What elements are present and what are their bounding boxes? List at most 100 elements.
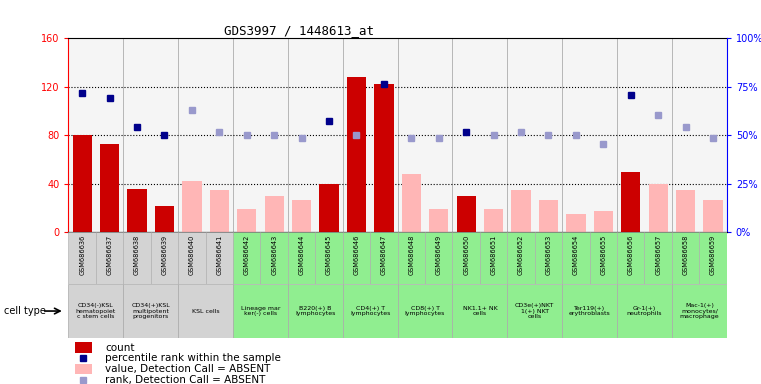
Bar <box>672 232 699 284</box>
Text: GSM686646: GSM686646 <box>353 235 359 275</box>
Text: GSM686648: GSM686648 <box>409 235 414 275</box>
Bar <box>237 209 256 232</box>
Bar <box>621 172 640 232</box>
Bar <box>127 189 147 232</box>
Bar <box>96 232 123 284</box>
Bar <box>100 144 119 232</box>
Bar <box>539 200 558 232</box>
Bar <box>233 284 288 338</box>
Bar <box>484 209 503 232</box>
Text: GSM686652: GSM686652 <box>518 235 524 275</box>
Bar <box>648 184 668 232</box>
Text: cell type: cell type <box>4 306 46 316</box>
Text: GSM686641: GSM686641 <box>216 235 222 275</box>
Bar <box>562 232 590 284</box>
Text: B220(+) B
lymphocytes: B220(+) B lymphocytes <box>295 306 336 316</box>
Bar <box>511 190 530 232</box>
Bar <box>480 232 508 284</box>
Bar <box>205 232 233 284</box>
Bar <box>453 232 480 284</box>
Bar <box>402 174 421 232</box>
Bar <box>265 196 284 232</box>
Text: GSM686639: GSM686639 <box>161 235 167 275</box>
Bar <box>155 206 174 232</box>
Text: GSM686647: GSM686647 <box>381 235 387 275</box>
Bar <box>594 210 613 232</box>
Text: GSM686642: GSM686642 <box>244 235 250 275</box>
Bar <box>68 284 123 338</box>
Text: KSL cells: KSL cells <box>192 308 219 314</box>
Text: GSM686644: GSM686644 <box>298 235 304 275</box>
Bar <box>123 232 151 284</box>
Bar <box>315 232 342 284</box>
Text: GSM686659: GSM686659 <box>710 235 716 275</box>
Bar <box>288 232 315 284</box>
Text: rank, Detection Call = ABSENT: rank, Detection Call = ABSENT <box>105 374 266 384</box>
Bar <box>342 284 397 338</box>
Bar <box>453 284 508 338</box>
Text: GSM686638: GSM686638 <box>134 235 140 275</box>
Text: percentile rank within the sample: percentile rank within the sample <box>105 353 282 363</box>
Bar <box>370 232 397 284</box>
Bar <box>429 209 448 232</box>
Text: Gr-1(+)
neutrophils: Gr-1(+) neutrophils <box>627 306 662 316</box>
Bar <box>508 232 535 284</box>
Text: CD3e(+)NKT
1(+) NKT
cells: CD3e(+)NKT 1(+) NKT cells <box>515 303 555 319</box>
Bar <box>566 214 585 232</box>
Bar <box>233 232 260 284</box>
Bar <box>178 232 205 284</box>
Bar <box>562 284 617 338</box>
Text: GSM686654: GSM686654 <box>573 235 579 275</box>
Text: CD34(-)KSL
hematopoiet
c stem cells: CD34(-)KSL hematopoiet c stem cells <box>76 303 116 319</box>
Text: GSM686649: GSM686649 <box>436 235 442 275</box>
Bar <box>72 136 92 232</box>
Text: GSM686636: GSM686636 <box>79 235 85 275</box>
Bar <box>75 343 92 353</box>
Text: Mac-1(+)
monocytes/
macrophage: Mac-1(+) monocytes/ macrophage <box>680 303 719 319</box>
Bar <box>617 232 645 284</box>
Text: CD34(+)KSL
multipotent
progenitors: CD34(+)KSL multipotent progenitors <box>132 303 170 319</box>
Bar <box>397 284 453 338</box>
Text: GSM686653: GSM686653 <box>546 235 552 275</box>
Bar <box>347 77 366 232</box>
Text: GSM686643: GSM686643 <box>271 235 277 275</box>
Text: CD8(+) T
lymphocytes: CD8(+) T lymphocytes <box>405 306 445 316</box>
Bar <box>676 190 696 232</box>
Text: GSM686651: GSM686651 <box>491 235 497 275</box>
Bar <box>210 190 229 232</box>
Bar <box>508 284 562 338</box>
Text: GSM686650: GSM686650 <box>463 235 470 275</box>
Text: count: count <box>105 343 135 353</box>
Bar <box>457 196 476 232</box>
Bar <box>68 232 96 284</box>
Text: Ter119(+)
erythroblasts: Ter119(+) erythroblasts <box>568 306 610 316</box>
Bar <box>288 284 342 338</box>
Bar <box>699 232 727 284</box>
Text: Lineage mar
ker(-) cells: Lineage mar ker(-) cells <box>240 306 280 316</box>
Text: value, Detection Call = ABSENT: value, Detection Call = ABSENT <box>105 364 271 374</box>
Text: GSM686655: GSM686655 <box>600 235 607 275</box>
Bar <box>617 284 672 338</box>
Text: CD4(+) T
lymphocytes: CD4(+) T lymphocytes <box>350 306 390 316</box>
Bar <box>151 232 178 284</box>
Bar <box>123 284 178 338</box>
Bar <box>178 284 233 338</box>
Bar <box>260 232 288 284</box>
Bar <box>75 364 92 374</box>
Text: GSM686658: GSM686658 <box>683 235 689 275</box>
Bar <box>397 232 425 284</box>
Bar <box>672 284 727 338</box>
Text: GSM686657: GSM686657 <box>655 235 661 275</box>
Bar <box>183 181 202 232</box>
Bar <box>342 232 370 284</box>
Bar <box>645 232 672 284</box>
Title: GDS3997 / 1448613_at: GDS3997 / 1448613_at <box>224 24 374 37</box>
Text: GSM686640: GSM686640 <box>189 235 195 275</box>
Text: GSM686656: GSM686656 <box>628 235 634 275</box>
Bar <box>535 232 562 284</box>
Text: NK1.1+ NK
cells: NK1.1+ NK cells <box>463 306 497 316</box>
Bar <box>292 200 311 232</box>
Bar <box>590 232 617 284</box>
Text: GSM686637: GSM686637 <box>107 235 113 275</box>
Text: GSM686645: GSM686645 <box>326 235 332 275</box>
